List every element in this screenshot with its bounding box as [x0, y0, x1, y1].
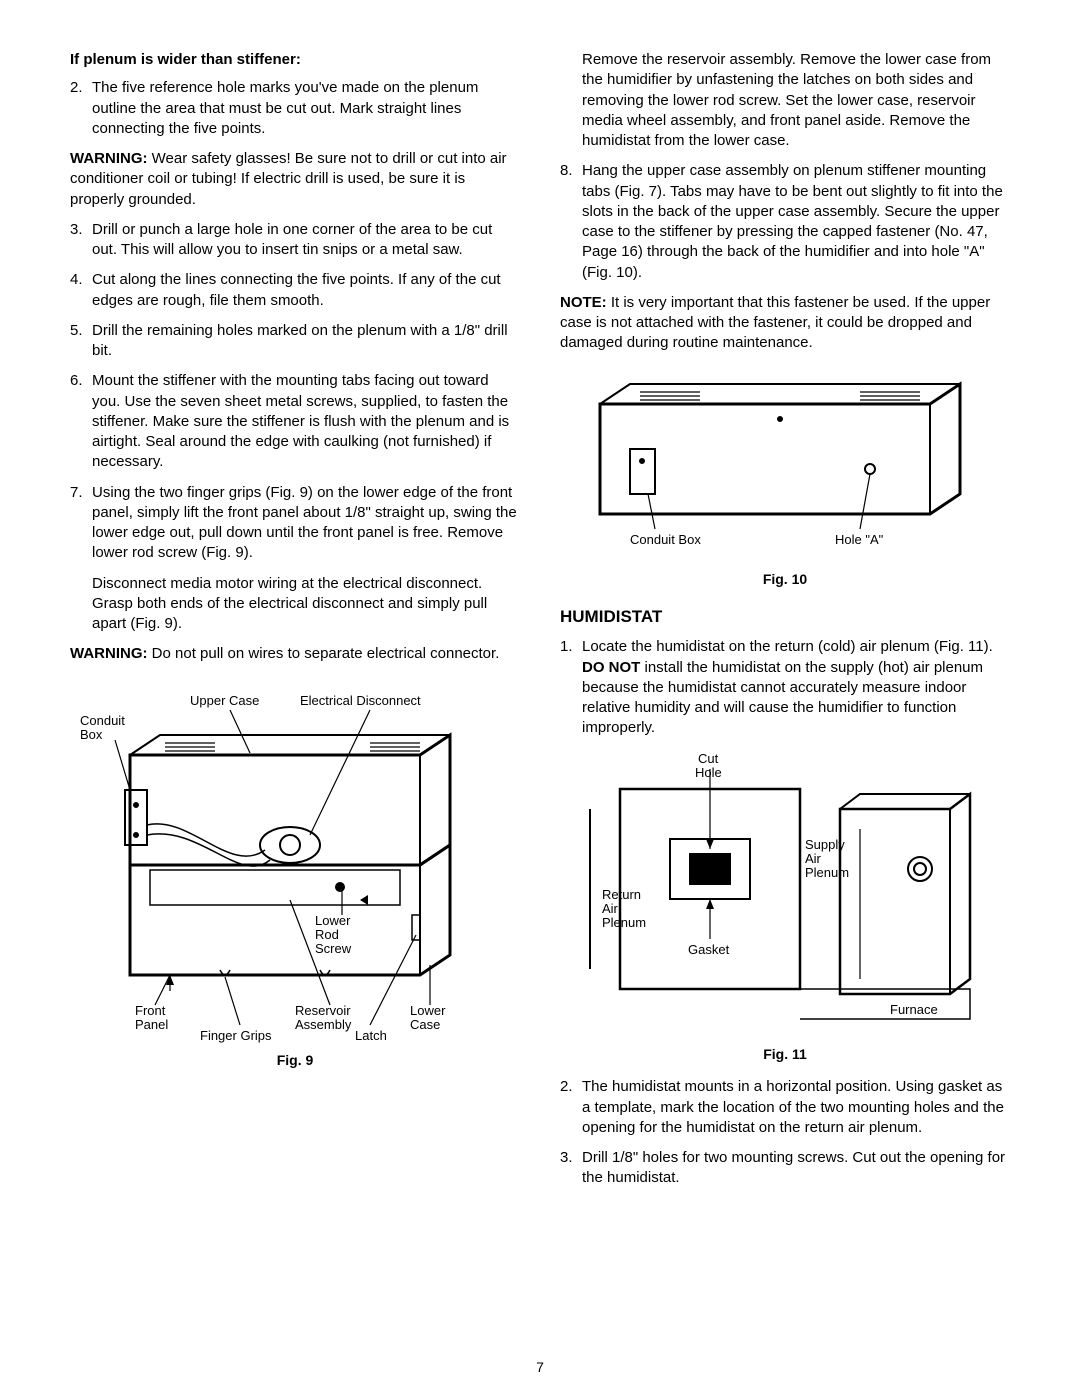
- humidistat-steps-b: 2. The humidistat mounts in a horizontal…: [560, 1077, 1010, 1188]
- step-2: 2. The five reference hole marks you've …: [92, 78, 520, 139]
- do-not-emphasis: DO NOT: [582, 659, 640, 676]
- step-7-continuation: Disconnect media motor wiring at the ele…: [70, 574, 520, 635]
- label-cut-hole: CutHole: [695, 751, 722, 780]
- note-text: It is very important that this fastener …: [560, 294, 990, 352]
- figure-10-caption: Fig. 10: [560, 570, 1010, 589]
- note-label: NOTE:: [560, 294, 607, 311]
- step-text: Mount the stiffener with the mounting ta…: [92, 372, 509, 470]
- label-upper-case: Upper Case: [190, 693, 259, 708]
- step-7: 7. Using the two finger grips (Fig. 9) o…: [92, 483, 520, 564]
- steps-list-left-b: 3. Drill or punch a large hole in one co…: [70, 220, 520, 564]
- step-number: 2.: [70, 78, 83, 98]
- warning-label: WARNING:: [70, 645, 148, 662]
- figure-9: Upper Case Electrical Disconnect Conduit…: [70, 675, 520, 1070]
- step-text: Using the two finger grips (Fig. 9) on t…: [92, 484, 517, 562]
- figure-10-svg: Conduit Box Hole "A": [560, 364, 980, 564]
- two-column-layout: If plenum is wider than stiffener: 2. Th…: [70, 50, 1010, 1199]
- step-text: The five reference hole marks you've mad…: [92, 79, 478, 137]
- figure-11-svg: CutHole SupplyAirPlenum ReturnAirPlenum …: [560, 749, 980, 1039]
- step-4: 4. Cut along the lines connecting the fi…: [92, 270, 520, 311]
- figure-9-svg: Upper Case Electrical Disconnect Conduit…: [70, 675, 490, 1045]
- figure-11: CutHole SupplyAirPlenum ReturnAirPlenum …: [560, 749, 1010, 1064]
- step-number: 7.: [70, 483, 83, 503]
- warning-text: Do not pull on wires to separate electri…: [148, 645, 500, 662]
- label-latch: Latch: [355, 1028, 387, 1043]
- label-gasket: Gasket: [688, 942, 730, 957]
- humidistat-steps-a: 1. Locate the humidistat on the return (…: [560, 637, 1010, 738]
- warning-label: WARNING:: [70, 150, 148, 167]
- step-number: 1.: [560, 637, 573, 657]
- step-number: 5.: [70, 321, 83, 341]
- step-6: 6. Mount the stiffener with the mounting…: [92, 371, 520, 472]
- steps-list-left-a: 2. The five reference hole marks you've …: [70, 78, 520, 139]
- step-text: Drill or punch a large hole in one corne…: [92, 221, 492, 258]
- label-hole-a: Hole "A": [835, 532, 884, 547]
- step-number: 6.: [70, 371, 83, 391]
- step-5: 5. Drill the remaining holes marked on t…: [92, 321, 520, 362]
- step-8: 8. Hang the upper case assembly on plenu…: [582, 161, 1010, 283]
- step-7-continuation-2: Remove the reservoir assembly. Remove th…: [560, 50, 1010, 151]
- label-lower-rod-screw: LowerRodScrew: [315, 913, 352, 956]
- step-text-b: install the humidistat on the supply (ho…: [582, 659, 983, 737]
- step-number: 3.: [560, 1148, 573, 1168]
- label-supply: SupplyAirPlenum: [805, 837, 849, 880]
- step-text: The humidistat mounts in a horizontal po…: [582, 1078, 1004, 1136]
- step-number: 8.: [560, 161, 573, 181]
- step-text: Cut along the lines connecting the five …: [92, 271, 501, 308]
- right-column: Remove the reservoir assembly. Remove th…: [560, 50, 1010, 1199]
- label-finger-grips: Finger Grips: [200, 1028, 272, 1043]
- left-column: If plenum is wider than stiffener: 2. Th…: [70, 50, 520, 1199]
- subheading-plenum: If plenum is wider than stiffener:: [70, 50, 520, 70]
- step-text: Drill 1/8" holes for two mounting screws…: [582, 1149, 1005, 1186]
- step-text: Hang the upper case assembly on plenum s…: [582, 162, 1003, 280]
- step-number: 4.: [70, 270, 83, 290]
- steps-list-right-a: 8. Hang the upper case assembly on plenu…: [560, 161, 1010, 283]
- step-3: 3. Drill or punch a large hole in one co…: [92, 220, 520, 261]
- step-number: 3.: [70, 220, 83, 240]
- step-number: 2.: [560, 1077, 573, 1097]
- humidistat-step-1: 1. Locate the humidistat on the return (…: [582, 637, 1010, 738]
- step-text: Drill the remaining holes marked on the …: [92, 322, 508, 359]
- step-text-a: Locate the humidistat on the return (col…: [582, 638, 993, 655]
- figure-10: Conduit Box Hole "A" Fig. 10: [560, 364, 1010, 589]
- warning-2: WARNING: Do not pull on wires to separat…: [70, 644, 520, 664]
- warning-1: WARNING: Wear safety glasses! Be sure no…: [70, 149, 520, 210]
- label-conduit-box-10: Conduit Box: [630, 532, 701, 547]
- label-lower-case: LowerCase: [410, 1003, 446, 1032]
- label-reservoir: ReservoirAssembly: [295, 1003, 352, 1032]
- label-furnace: Furnace: [890, 1002, 938, 1017]
- humidistat-step-3: 3. Drill 1/8" holes for two mounting scr…: [582, 1148, 1010, 1189]
- label-elec-disc: Electrical Disconnect: [300, 693, 421, 708]
- label-return: ReturnAirPlenum: [602, 887, 646, 930]
- label-front-panel: FrontPanel: [135, 1003, 168, 1032]
- humidistat-step-2: 2. The humidistat mounts in a horizontal…: [582, 1077, 1010, 1138]
- figure-9-caption: Fig. 9: [70, 1051, 520, 1070]
- label-conduit-box: ConduitBox: [80, 713, 125, 742]
- figure-11-caption: Fig. 11: [560, 1045, 1010, 1064]
- heading-humidistat: HUMIDISTAT: [560, 606, 1010, 629]
- page-number: 7: [0, 1358, 1080, 1377]
- note-1: NOTE: It is very important that this fas…: [560, 293, 1010, 354]
